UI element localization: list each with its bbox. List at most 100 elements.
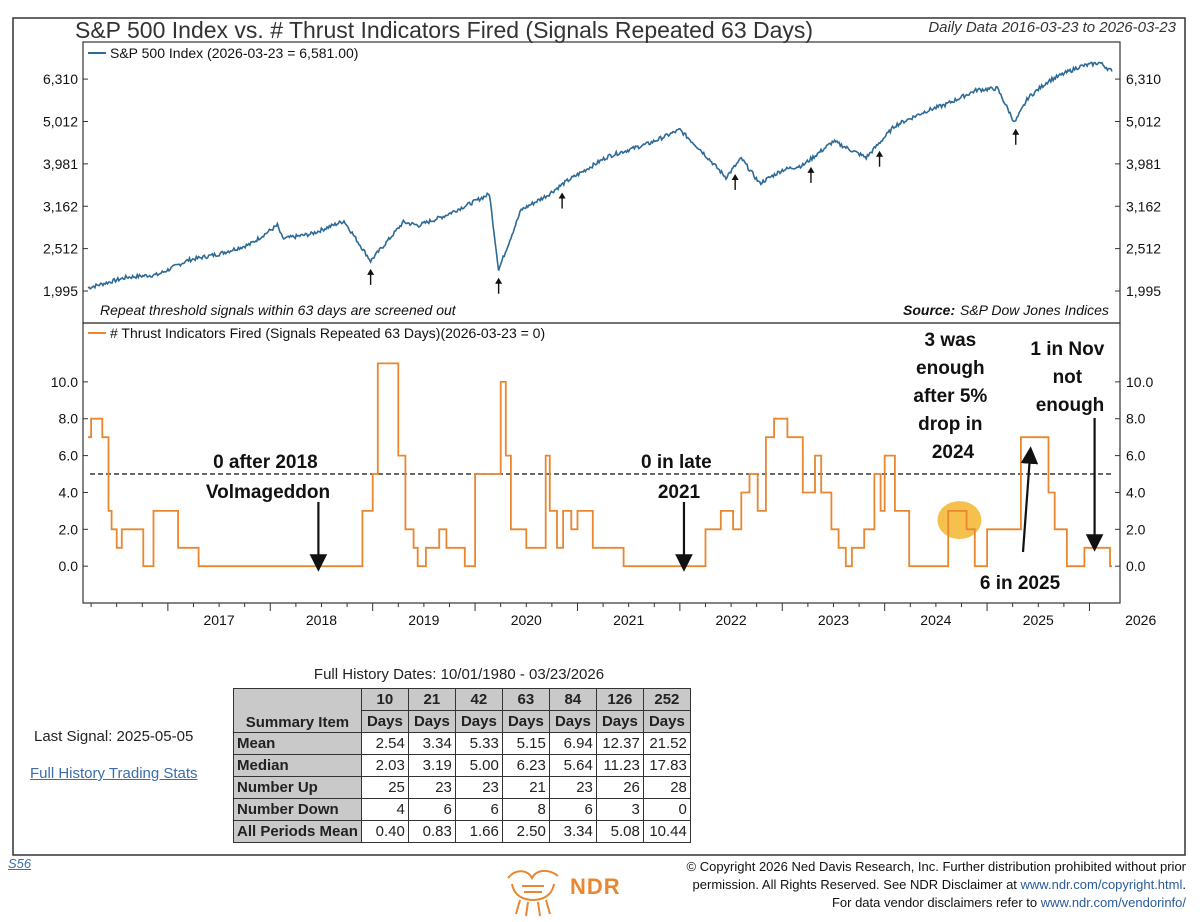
col-unit: Days	[595, 710, 644, 733]
y-tick-label: 1,995	[1126, 283, 1161, 299]
copyright-period: .	[1182, 877, 1186, 892]
table-cell: 6	[407, 798, 456, 821]
y-tick-label: 5,012	[1126, 113, 1161, 129]
table-row: All Periods Mean 0.40 0.83 1.66 2.50 3.34 5.08…	[233, 820, 691, 843]
summary-body: Mean 2.54 3.34 5.33 5.15 6.94 12.37 21.52 Median…	[233, 732, 691, 843]
signal-arrow-head	[558, 192, 566, 199]
ndr-logo-text: NDR	[570, 874, 621, 899]
col-unit: Days	[360, 710, 409, 733]
y-tick-label: 3,162	[1126, 198, 1161, 214]
y-tick-label: 10.0	[1126, 374, 1153, 390]
table-row: Number Up 25 23 23 21 23 26 28	[233, 776, 691, 799]
x-tick-label: 2019	[408, 612, 439, 628]
table-cell: 23	[407, 776, 456, 799]
row-label: Median	[233, 754, 362, 777]
table-cell: 12.37	[595, 732, 644, 755]
summary-table: Summary Item 10 21 42 63 84 126 252 Days…	[233, 688, 691, 843]
y-tick-label: 8.0	[1126, 411, 1146, 427]
table-cell: 0.83	[407, 820, 456, 843]
row-label: Mean	[233, 732, 362, 755]
last-signal: Last Signal: 2025-05-05	[34, 728, 194, 745]
annotation-line: drop in	[918, 414, 982, 435]
full-history-stats-link[interactable]: Full History Trading Stats	[30, 765, 198, 782]
logo-legs	[515, 899, 551, 917]
col-n: 126	[595, 688, 644, 711]
table-cell: 23	[454, 776, 503, 799]
y-tick-label: 0.0	[59, 558, 79, 574]
upper-yticks-right: 1,995 2,512 3,162 3,981 5,012 6,310	[1115, 71, 1161, 299]
col-n: 63	[501, 688, 550, 711]
table-cell: 0	[642, 798, 691, 821]
annotation-line: 0 in late	[641, 452, 712, 473]
col-n: 10	[360, 688, 409, 711]
date-range: Daily Data 2016-03-23 to 2026-03-23	[928, 19, 1176, 36]
annotation-line: 2024	[932, 442, 975, 463]
table-cell: 3.34	[548, 820, 597, 843]
y-tick-label: 6,310	[1126, 71, 1161, 87]
annotation-line: after 5%	[913, 386, 987, 407]
y-tick-label: 2,512	[1126, 241, 1161, 257]
copyright-link[interactable]: www.ndr.com/copyright.html	[1020, 877, 1183, 892]
annotation-line: 2021	[658, 482, 701, 503]
table-row: Number Down 4 6 6 8 6 3 0	[233, 798, 691, 821]
outer-border	[12, 17, 1186, 856]
table-row: Mean 2.54 3.34 5.33 5.15 6.94 12.37 21.52	[233, 732, 691, 755]
table-cell: 3	[595, 798, 644, 821]
x-tick-label: 2022	[715, 612, 746, 628]
annotation-volmageddon: 0 after 2018 Volmageddon	[206, 452, 330, 503]
col-unit: Days	[454, 710, 503, 733]
table-cell: 6.23	[501, 754, 550, 777]
logo-horns	[507, 870, 559, 881]
table-cell: 5.33	[454, 732, 503, 755]
x-tick-label: 2025	[1023, 612, 1054, 628]
table-cell: 11.23	[595, 754, 644, 777]
table-row: Median 2.03 3.19 5.00 6.23 5.64 11.23 17.83	[233, 754, 691, 777]
col-n: 21	[407, 688, 456, 711]
signal-arrow-head	[731, 174, 739, 181]
x-tick-label: 2021	[613, 612, 644, 628]
table-cell: 23	[548, 776, 597, 799]
y-tick-label: 6,310	[43, 71, 78, 87]
signal-arrow-head	[876, 150, 884, 157]
spx-line	[87, 61, 1113, 290]
annotation-nov: 1 in Nov not enough	[1030, 339, 1109, 416]
row-label: Number Down	[233, 798, 362, 821]
table-cell: 3.34	[407, 732, 456, 755]
table-cell: 21	[501, 776, 550, 799]
lower-yticks-left: 0.0 2.0 4.0 6.0 8.0 10.0	[51, 374, 88, 574]
logo-body	[511, 883, 555, 902]
lower-yticks-right: 0.0 2.0 4.0 6.0 8.0 10.0	[1115, 374, 1153, 574]
vendor-link[interactable]: www.ndr.com/vendorinfo/	[1040, 895, 1186, 910]
y-tick-label: 4.0	[59, 484, 79, 500]
x-tick-label: 2020	[511, 612, 542, 628]
copyright-notice: © Copyright 2026 Ned Davis Research, Inc…	[626, 858, 1186, 912]
x-tick-label: 2024	[920, 612, 951, 628]
screen-note: Repeat threshold signals within 63 days …	[100, 302, 457, 318]
annotation-line: not	[1053, 367, 1083, 388]
x-tick-label: 2017	[203, 612, 234, 628]
upper-yticks-left: 1,995 2,512 3,162 3,981 5,012 6,310	[43, 71, 88, 299]
table-cell: 10.44	[642, 820, 691, 843]
y-tick-label: 5,012	[43, 113, 78, 129]
col-n: 252	[642, 688, 691, 711]
table-cell: 5.64	[548, 754, 597, 777]
col-n: 42	[454, 688, 503, 711]
thrust-line	[88, 362, 1112, 568]
annotation-arrow	[1020, 446, 1039, 553]
table-cell: 0.40	[360, 820, 409, 843]
table-cell: 8	[501, 798, 550, 821]
signal-arrow-head	[495, 277, 503, 284]
col-n: 84	[548, 688, 597, 711]
table-cell: 2.50	[501, 820, 550, 843]
table-cell: 3.19	[407, 754, 456, 777]
annotation-line: Volmageddon	[206, 482, 330, 503]
table-cell: 1.66	[454, 820, 503, 843]
vendor-text: For data vendor disclaimers refer to	[831, 895, 1041, 910]
page-id-link[interactable]: S56	[8, 856, 32, 871]
col-unit: Days	[501, 710, 550, 733]
x-tick-label: 2018	[306, 612, 337, 628]
annotation-line: enough	[1036, 395, 1105, 416]
y-tick-label: 4.0	[1126, 484, 1146, 500]
table-cell: 5.15	[501, 732, 550, 755]
table-cell: 4	[360, 798, 409, 821]
